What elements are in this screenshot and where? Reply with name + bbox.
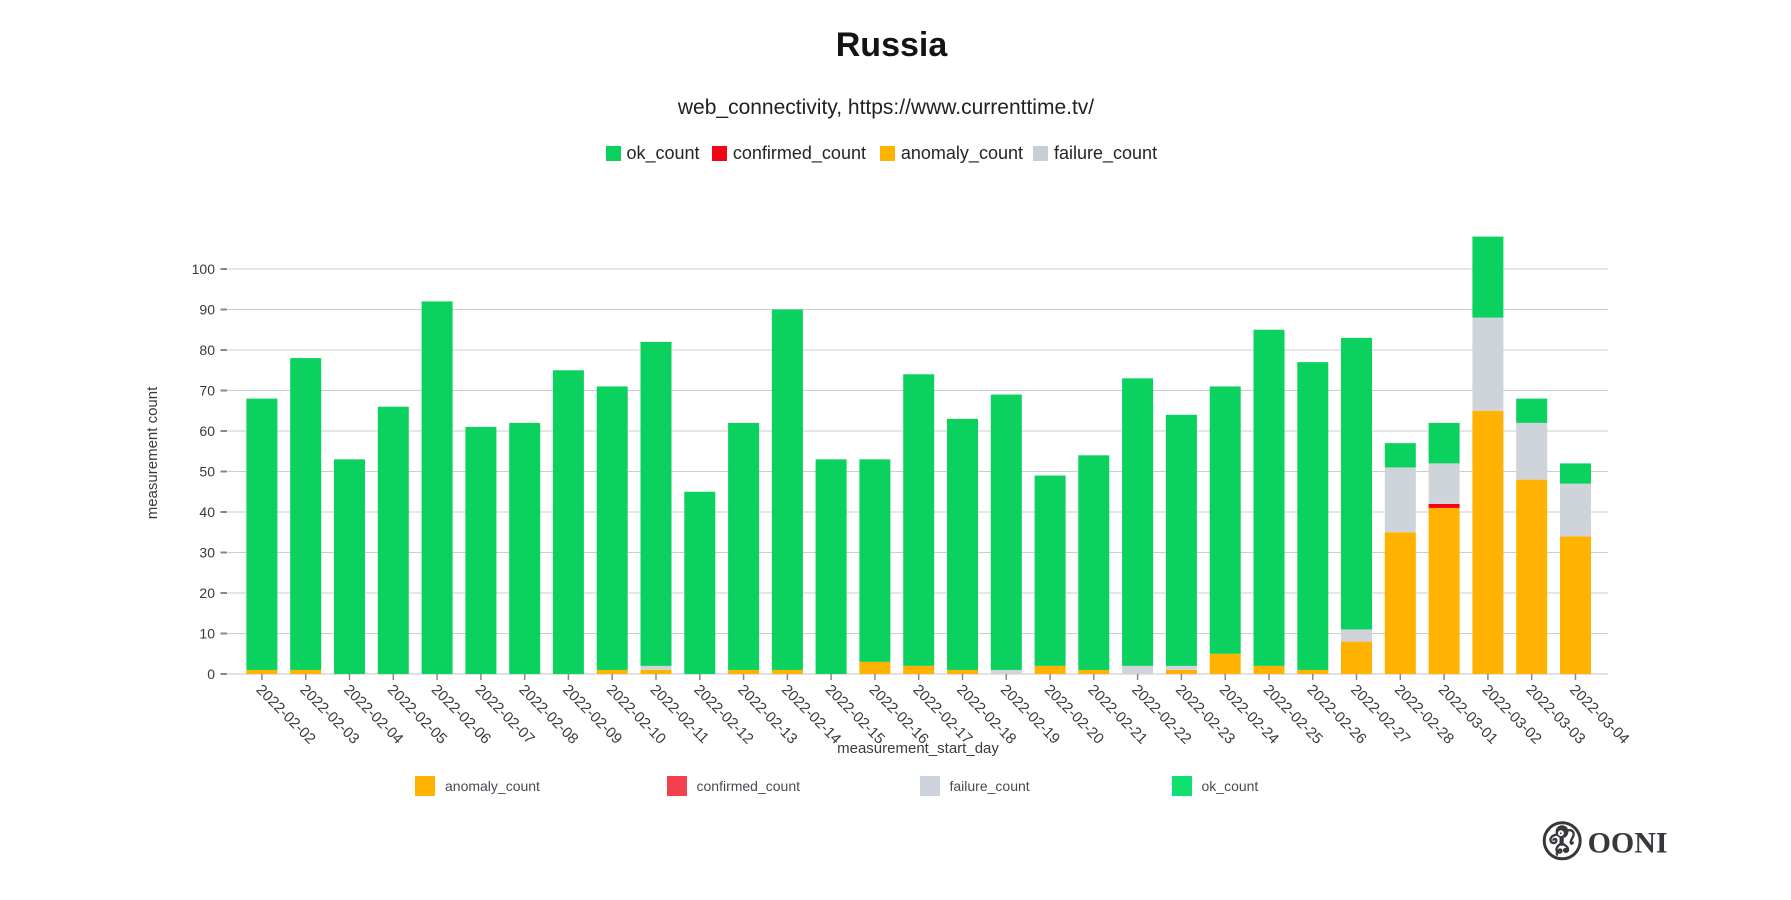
svg-text:100: 100 (192, 261, 216, 277)
svg-text:10: 10 (199, 626, 215, 642)
svg-text:90: 90 (199, 302, 215, 318)
svg-text:40: 40 (199, 504, 215, 520)
svg-text:20: 20 (199, 585, 215, 601)
svg-text:measurement count: measurement count (144, 386, 161, 519)
svg-text:60: 60 (199, 423, 215, 439)
svg-text:80: 80 (199, 342, 215, 358)
svg-text:70: 70 (199, 383, 215, 399)
svg-text:30: 30 (199, 545, 215, 561)
svg-text:measurement_start_day: measurement_start_day (837, 740, 999, 757)
svg-text:50: 50 (199, 464, 215, 480)
svg-text:0: 0 (207, 666, 215, 682)
svg-text:OONI: OONI (1588, 827, 1668, 860)
